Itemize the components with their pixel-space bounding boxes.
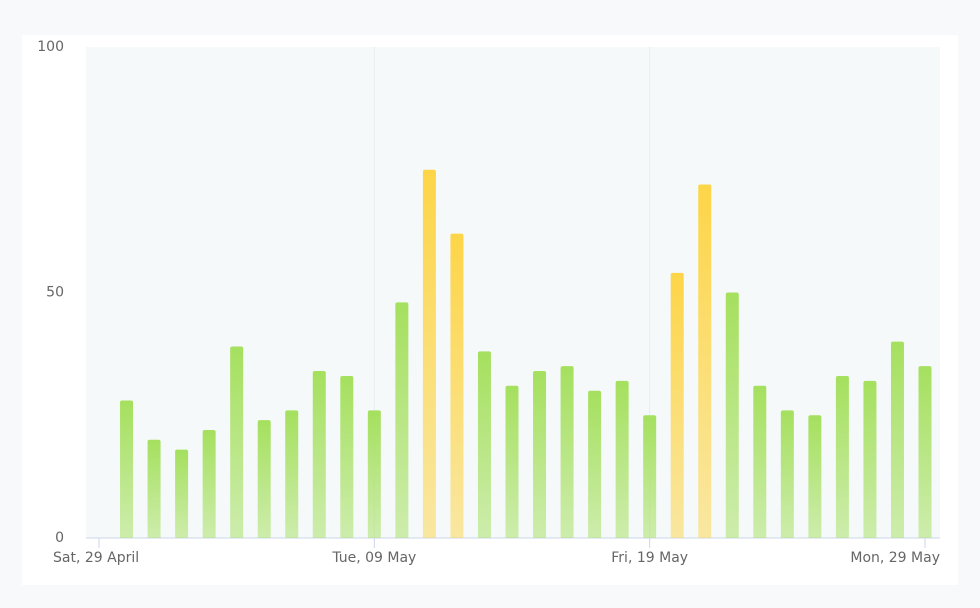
bar	[202, 429, 216, 538]
bar	[753, 385, 767, 538]
bar	[533, 371, 547, 538]
bar	[918, 366, 932, 538]
bar	[477, 351, 491, 538]
bar	[147, 439, 161, 538]
bar	[643, 415, 657, 538]
bar	[422, 169, 436, 538]
y-tick-label: 100	[37, 39, 64, 55]
x-tick-label: Fri, 19 May	[611, 550, 688, 566]
bar	[615, 380, 629, 538]
bar	[120, 400, 134, 538]
bar	[780, 410, 794, 538]
y-tick-label: 50	[46, 285, 64, 301]
bar	[808, 415, 822, 538]
bar	[395, 302, 409, 538]
bar	[890, 341, 904, 538]
bar	[367, 410, 381, 538]
bar	[670, 272, 684, 538]
bar	[230, 346, 244, 538]
x-tick-label: Mon, 29 May	[850, 550, 940, 566]
bar	[725, 292, 739, 538]
bar	[863, 380, 877, 538]
bar	[560, 366, 574, 538]
bar	[505, 385, 519, 538]
bar	[588, 390, 602, 538]
bar	[450, 233, 464, 538]
bar	[175, 449, 189, 538]
y-tick-label: 0	[55, 530, 64, 546]
bar	[698, 184, 712, 539]
bar	[340, 375, 354, 538]
x-tick-label: Tue, 09 May	[331, 550, 416, 566]
bar	[835, 375, 849, 538]
x-tick-label: Sat, 29 April	[53, 550, 139, 566]
bar	[312, 371, 326, 538]
bar	[257, 420, 271, 538]
bar	[285, 410, 299, 538]
